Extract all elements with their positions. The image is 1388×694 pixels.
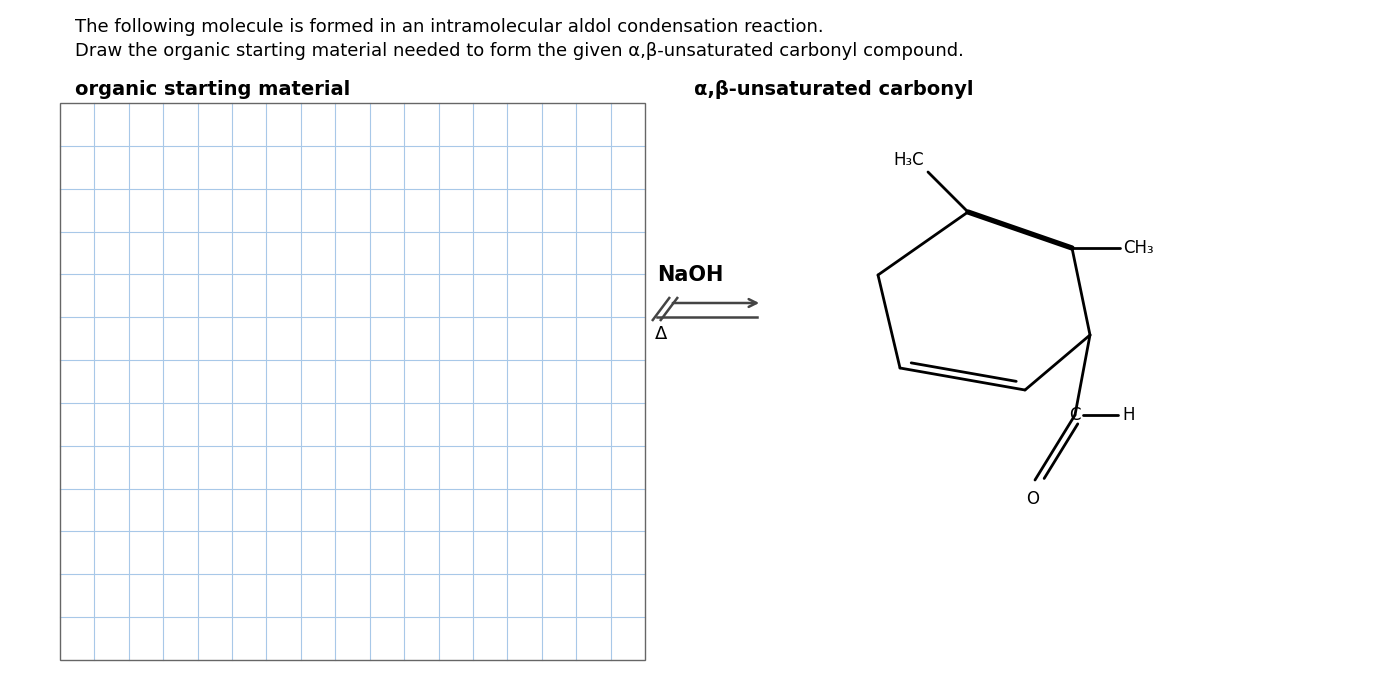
Text: NaOH: NaOH: [657, 265, 723, 285]
Bar: [60, 103, 645, 660]
Text: O: O: [1027, 490, 1040, 508]
Text: Draw the organic starting material needed to form the given α,β-unsaturated carb: Draw the organic starting material neede…: [75, 42, 963, 60]
Text: The following molecule is formed in an intramolecular aldol condensation reactio: The following molecule is formed in an i…: [75, 18, 823, 36]
Text: Δ: Δ: [655, 325, 668, 343]
Text: organic starting material: organic starting material: [75, 80, 350, 99]
Text: C: C: [1069, 406, 1081, 424]
Text: CH₃: CH₃: [1123, 239, 1153, 257]
Text: H: H: [1122, 406, 1134, 424]
Text: H₃C: H₃C: [894, 151, 924, 169]
Text: α,β-unsaturated carbonyl: α,β-unsaturated carbonyl: [694, 80, 973, 99]
